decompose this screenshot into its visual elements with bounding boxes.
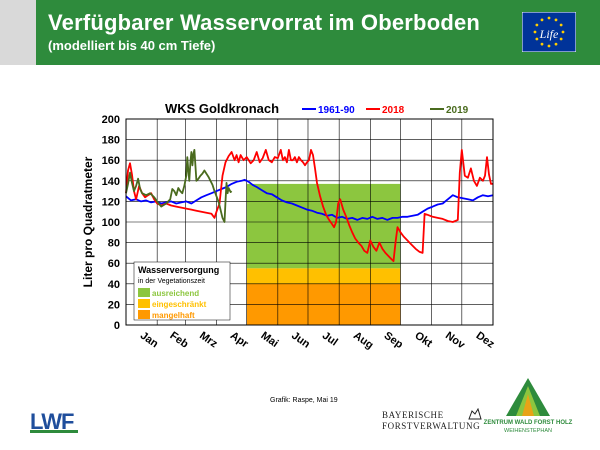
y-tick-label: 200 bbox=[102, 114, 120, 126]
band-eingeschrnkt bbox=[246, 268, 401, 284]
x-tick-label-apr: Apr bbox=[228, 330, 251, 351]
header-tab-accent bbox=[0, 0, 36, 65]
page-title: Verfügbarer Wasservorrat im Oberboden bbox=[48, 10, 481, 35]
band-ausreichend bbox=[246, 183, 401, 269]
legend-label-2019: 2019 bbox=[446, 105, 469, 116]
y-tick-label: 100 bbox=[102, 217, 120, 229]
x-tick-label-sep: Sep bbox=[382, 330, 406, 352]
band-legend-title: Wasserversorgung bbox=[138, 265, 219, 275]
chart-title: WKS Goldkronach bbox=[165, 101, 279, 116]
zentrum-wald-forst-holz-logo: ZENTRUM WALD FORST HOLZ WEIHENSTEPHAN bbox=[478, 376, 578, 446]
zentrum-line2: WEIHENSTEPHAN bbox=[504, 428, 552, 434]
y-tick-label: 20 bbox=[108, 299, 120, 311]
y-tick-label: 0 bbox=[114, 320, 120, 332]
eu-star-icon bbox=[533, 30, 537, 34]
series-line-2018 bbox=[125, 149, 493, 262]
band-legend-subtitle: in der Vegetationszeit bbox=[138, 278, 205, 285]
lwf-logo-text: LWF bbox=[30, 409, 74, 434]
eu-life-logo: Life bbox=[522, 12, 576, 52]
y-tick-label: 120 bbox=[102, 196, 120, 208]
band-legend-label: ausreichend bbox=[152, 289, 199, 298]
y-tick-label: 180 bbox=[102, 135, 120, 147]
x-tick-label-feb: Feb bbox=[168, 330, 191, 351]
series-line-2019 bbox=[125, 149, 233, 223]
x-tick-label-mrz: Mrz bbox=[197, 330, 220, 351]
y-tick-label: 60 bbox=[108, 258, 120, 270]
eu-star-icon bbox=[561, 30, 565, 34]
eu-star-icon bbox=[547, 44, 551, 48]
plot-frame bbox=[125, 118, 494, 326]
bf-line1: BAYERISCHE bbox=[382, 410, 444, 420]
y-tick-label: 140 bbox=[102, 176, 120, 188]
x-tick-label-okt: Okt bbox=[412, 330, 434, 351]
eu-star-icon bbox=[559, 23, 563, 27]
legend-label-1961-90: 1961-90 bbox=[318, 105, 355, 116]
band-legend-label: eingeschränkt bbox=[152, 300, 207, 309]
eu-star-icon bbox=[554, 42, 558, 46]
x-tick-label-nov: Nov bbox=[443, 330, 468, 352]
bf-line2: FORSTVERWALTUNG bbox=[382, 421, 481, 431]
y-tick-label: 80 bbox=[108, 238, 120, 250]
y-tick-label: 40 bbox=[108, 279, 120, 291]
water-supply-chart: 0 20 40 60 80 100 120 140 160 180 200 Jan Feb Mrz Apr… bbox=[81, 101, 497, 352]
eu-star-icon bbox=[540, 42, 544, 46]
band-legend-swatch bbox=[138, 299, 150, 308]
bayerische-forstverwaltung-logo: BAYERISCHE FORSTVERWALTUNG bbox=[382, 408, 482, 432]
series-line-1961-90 bbox=[125, 178, 494, 221]
band-legend-label: mangelhaft bbox=[152, 311, 195, 320]
y-axis-label: Liter pro Quadratmeter bbox=[81, 156, 95, 287]
lwf-logo: LWF bbox=[30, 409, 78, 434]
eu-star-icon bbox=[547, 16, 551, 20]
eu-star-icon bbox=[540, 18, 544, 22]
legend-label-2018: 2018 bbox=[382, 105, 405, 116]
band-legend-swatch bbox=[138, 310, 150, 319]
band-legend: Wasserversorgung in der Vegetationszeit … bbox=[133, 261, 231, 321]
page-subtitle: (modelliert bis 40 cm Tiefe) bbox=[48, 38, 216, 53]
x-tick-label-dez: Dez bbox=[474, 330, 497, 351]
band-legend-swatch bbox=[138, 288, 150, 297]
eu-life-text: Life bbox=[539, 27, 559, 41]
x-tick-label-mai: Mai bbox=[259, 330, 281, 350]
x-tick-label-aug: Aug bbox=[351, 330, 375, 352]
y-tick-label: 160 bbox=[102, 155, 120, 167]
eu-star-icon bbox=[559, 37, 563, 41]
chart-credit: Grafik: Raspe, Mai 19 bbox=[270, 397, 338, 404]
bf-lion-icon bbox=[468, 408, 482, 420]
eu-star-icon bbox=[535, 23, 539, 27]
eu-star-icon bbox=[535, 37, 539, 41]
x-tick-label-jul: Jul bbox=[320, 330, 340, 349]
x-tick-label-jan: Jan bbox=[138, 330, 161, 351]
zentrum-line1: ZENTRUM WALD FORST HOLZ bbox=[483, 420, 573, 426]
eu-star-icon bbox=[554, 18, 558, 22]
header-bar: Verfügbarer Wasservorrat im Oberboden (m… bbox=[0, 0, 600, 65]
tree-mountain-icon bbox=[506, 378, 550, 416]
x-tick-label-jun: Jun bbox=[289, 330, 312, 351]
